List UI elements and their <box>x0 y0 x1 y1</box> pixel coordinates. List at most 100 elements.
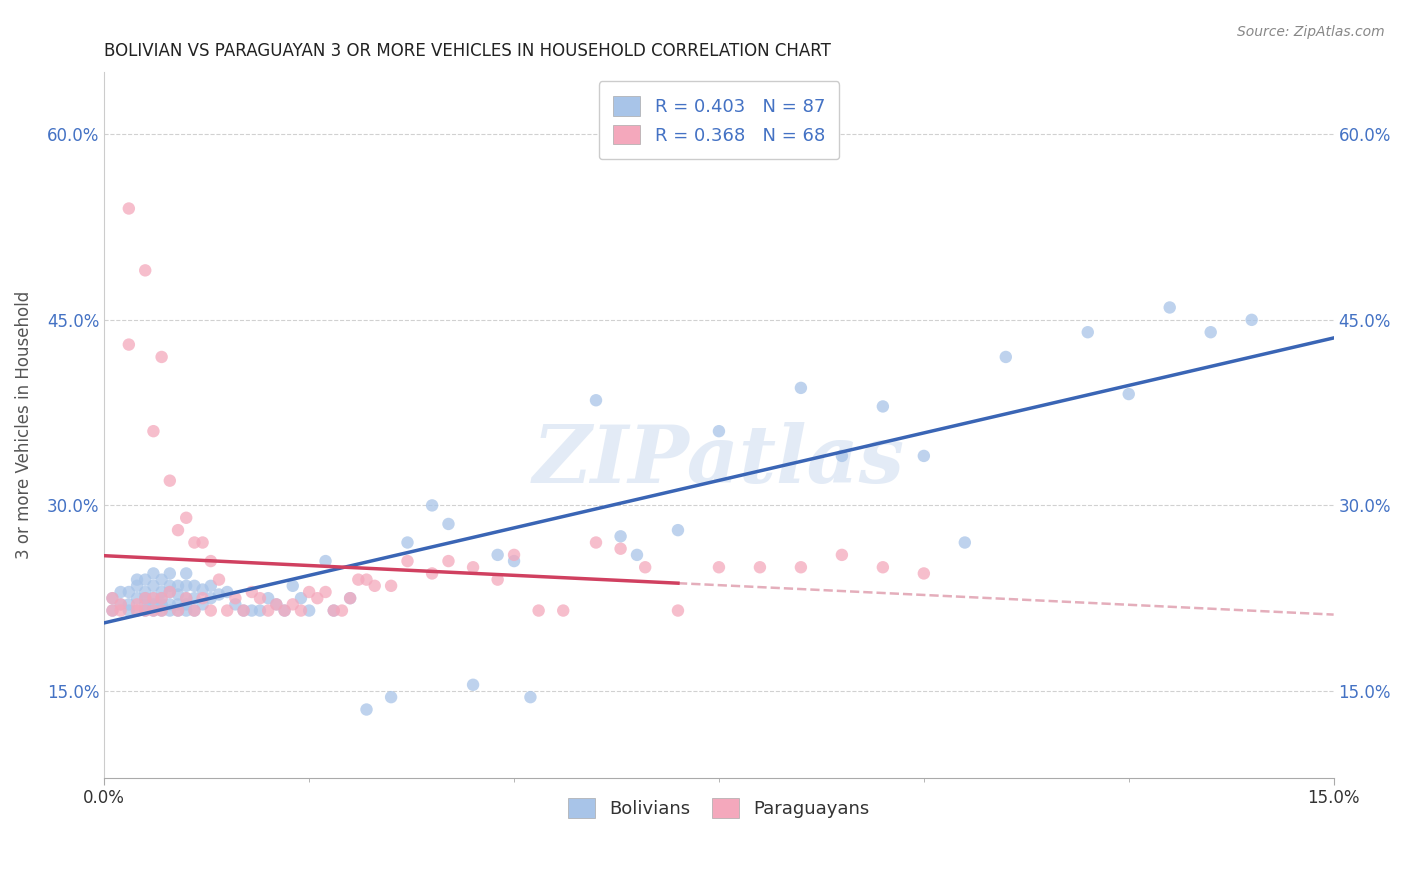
Point <box>503 554 526 568</box>
Point <box>790 560 813 574</box>
Point <box>461 678 484 692</box>
Point <box>118 598 141 612</box>
Point <box>150 598 173 612</box>
Point <box>142 603 165 617</box>
Point <box>150 603 173 617</box>
Point <box>396 554 419 568</box>
Point <box>200 603 222 617</box>
Point <box>322 603 344 617</box>
Point <box>527 603 550 617</box>
Point <box>167 523 190 537</box>
Point <box>356 573 378 587</box>
Point <box>183 603 205 617</box>
Point <box>110 598 132 612</box>
Point <box>134 585 156 599</box>
Point <box>232 603 254 617</box>
Point <box>174 591 197 606</box>
Point <box>191 591 214 606</box>
Point <box>134 598 156 612</box>
Point <box>208 573 231 587</box>
Point <box>159 603 181 617</box>
Point <box>330 603 353 617</box>
Point <box>150 350 173 364</box>
Point <box>831 548 853 562</box>
Point <box>159 474 181 488</box>
Point <box>609 529 631 543</box>
Point <box>748 560 770 574</box>
Point <box>872 400 894 414</box>
Point <box>396 535 419 549</box>
Point <box>707 424 730 438</box>
Point <box>142 598 165 612</box>
Point <box>1159 301 1181 315</box>
Point <box>290 591 312 606</box>
Point <box>666 603 689 617</box>
Point <box>150 603 173 617</box>
Point <box>224 598 246 612</box>
Point <box>183 591 205 606</box>
Point <box>167 603 190 617</box>
Point <box>118 337 141 351</box>
Point <box>273 603 295 617</box>
Point <box>266 598 288 612</box>
Point <box>159 566 181 581</box>
Point <box>125 573 148 587</box>
Point <box>217 603 239 617</box>
Point <box>1077 325 1099 339</box>
Point <box>142 591 165 606</box>
Point <box>208 587 231 601</box>
Point <box>273 603 295 617</box>
Point <box>150 573 173 587</box>
Point <box>183 603 205 617</box>
Point <box>790 381 813 395</box>
Point <box>125 603 148 617</box>
Point <box>281 579 304 593</box>
Point <box>994 350 1017 364</box>
Point <box>159 585 181 599</box>
Text: BOLIVIAN VS PARAGUAYAN 3 OR MORE VEHICLES IN HOUSEHOLD CORRELATION CHART: BOLIVIAN VS PARAGUAYAN 3 OR MORE VEHICLE… <box>104 42 831 60</box>
Point <box>224 591 246 606</box>
Point <box>142 566 165 581</box>
Point <box>420 499 443 513</box>
Text: Source: ZipAtlas.com: Source: ZipAtlas.com <box>1237 25 1385 39</box>
Point <box>125 591 148 606</box>
Point <box>1118 387 1140 401</box>
Y-axis label: 3 or more Vehicles in Household: 3 or more Vehicles in Household <box>15 291 32 559</box>
Point <box>167 579 190 593</box>
Point <box>191 598 214 612</box>
Point <box>200 554 222 568</box>
Point <box>1199 325 1222 339</box>
Point <box>159 598 181 612</box>
Point <box>585 535 607 549</box>
Point <box>1240 313 1263 327</box>
Point <box>486 573 509 587</box>
Point <box>183 579 205 593</box>
Point <box>486 548 509 562</box>
Point <box>634 560 657 574</box>
Point <box>101 591 124 606</box>
Point <box>240 603 263 617</box>
Point <box>101 603 124 617</box>
Point <box>609 541 631 556</box>
Point <box>315 585 337 599</box>
Point <box>298 585 321 599</box>
Point <box>420 566 443 581</box>
Point <box>707 560 730 574</box>
Text: ZIPatlas: ZIPatlas <box>533 422 905 499</box>
Point <box>110 585 132 599</box>
Point <box>142 603 165 617</box>
Point <box>585 393 607 408</box>
Point <box>159 579 181 593</box>
Point <box>101 603 124 617</box>
Point <box>307 591 329 606</box>
Point <box>174 603 197 617</box>
Point <box>134 263 156 277</box>
Point <box>356 702 378 716</box>
Point <box>257 591 280 606</box>
Point <box>322 603 344 617</box>
Point <box>437 516 460 531</box>
Point <box>134 591 156 606</box>
Point <box>142 591 165 606</box>
Point <box>912 566 935 581</box>
Point <box>191 535 214 549</box>
